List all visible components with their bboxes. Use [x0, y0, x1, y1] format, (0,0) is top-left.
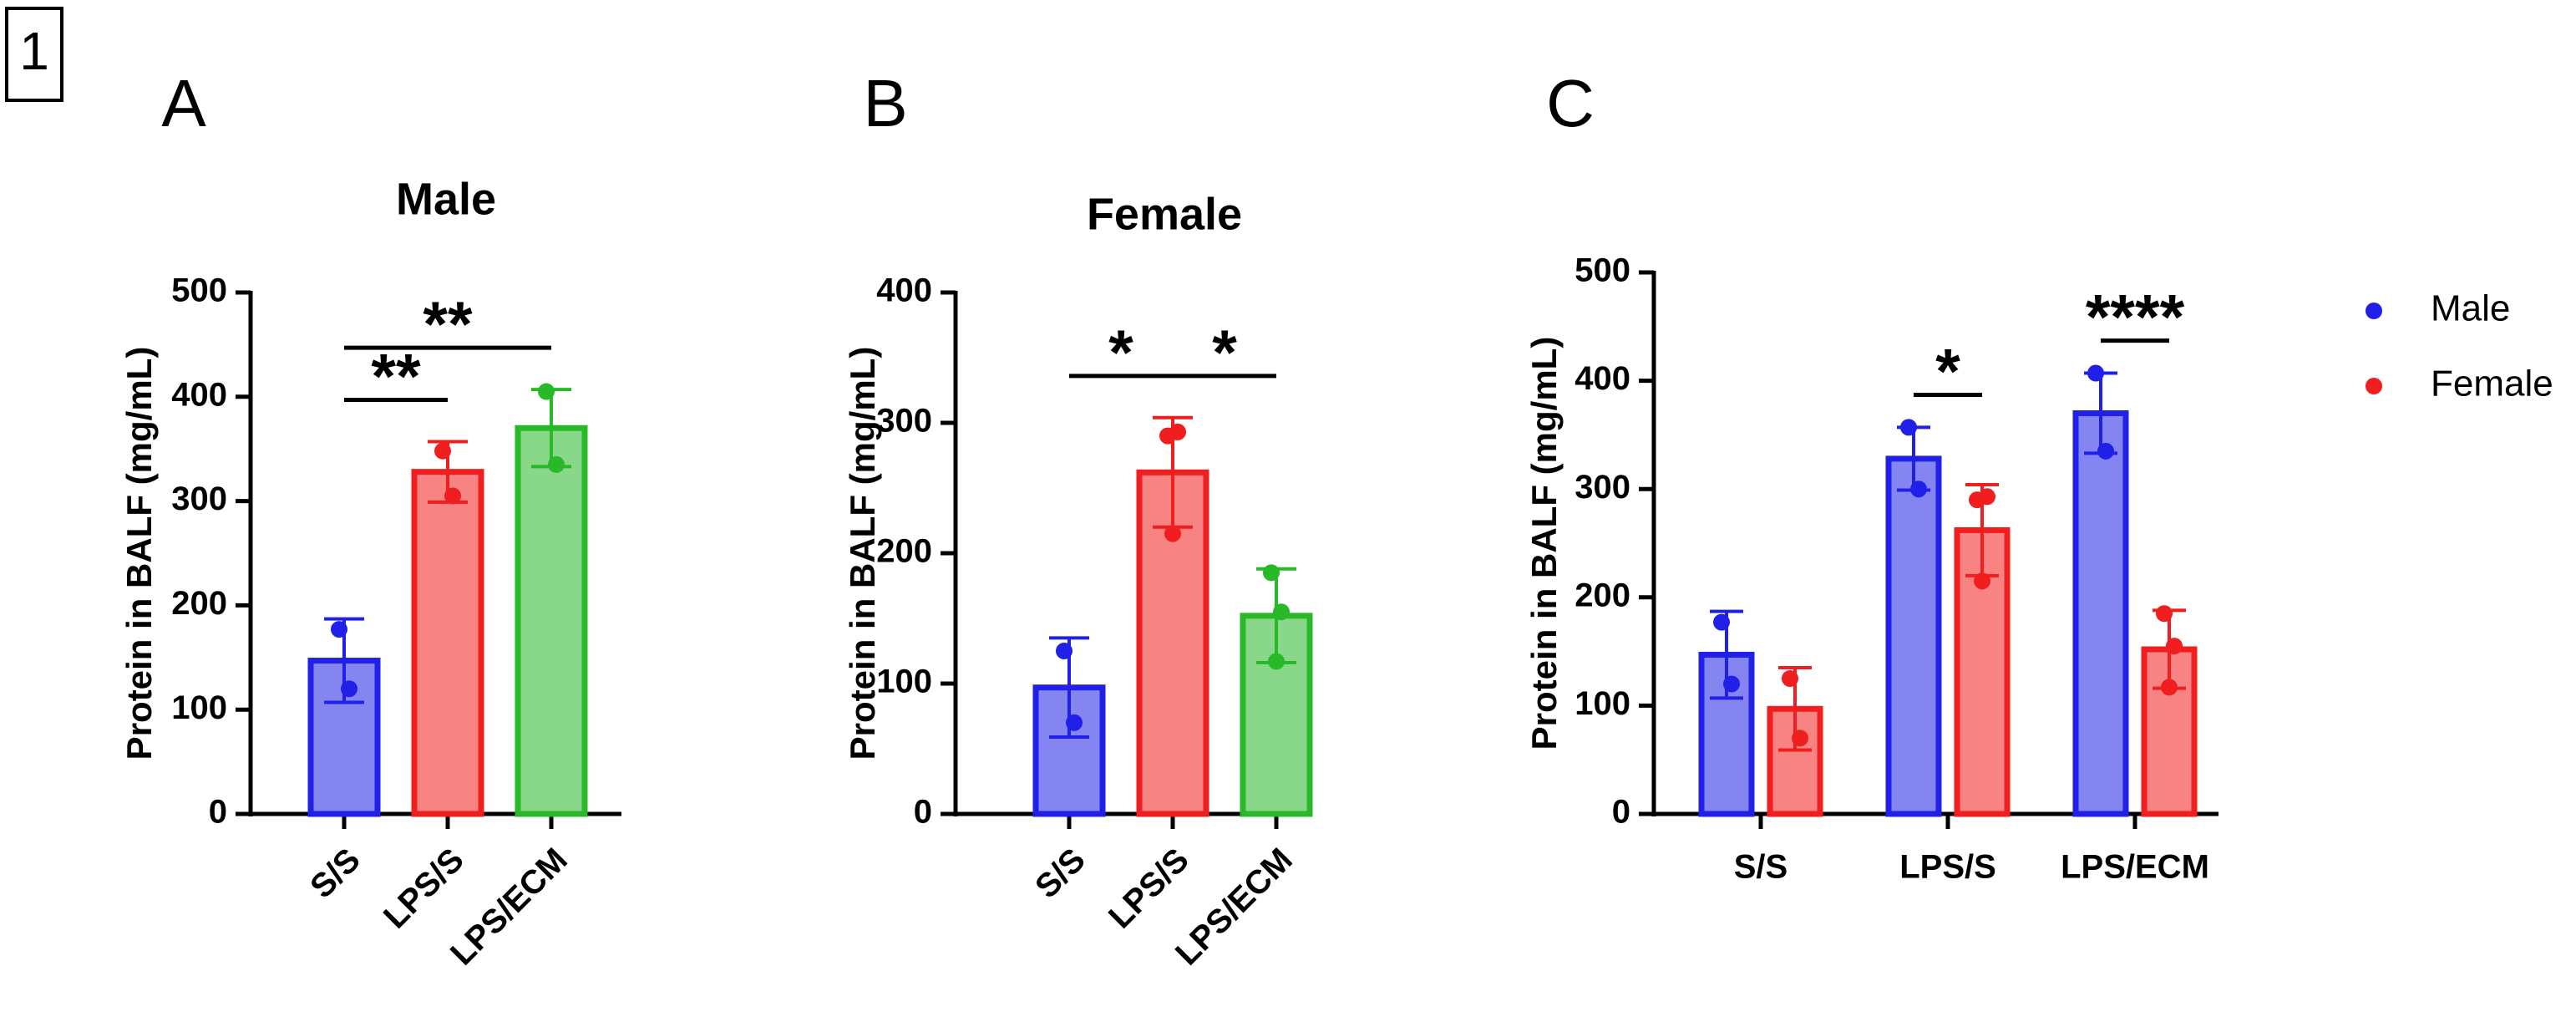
x-tick-label: LPS/S [1102, 842, 1196, 936]
y-tick-label: 500 [1575, 252, 1630, 289]
x-tick-label: S/S [1734, 849, 1787, 886]
data-point [1900, 419, 1917, 436]
data-point [1723, 675, 1740, 693]
y-tick-label: 200 [171, 585, 227, 622]
panel-letter: A [161, 66, 206, 140]
y-tick-label: 500 [171, 272, 227, 309]
x-tick-label: S/S [1028, 842, 1093, 906]
x-tick-label: LPS/S [377, 842, 471, 936]
significance-label: * [1212, 318, 1237, 389]
y-tick-label: 200 [876, 533, 932, 570]
y-tick-label: 200 [1575, 577, 1630, 613]
data-point [341, 680, 357, 698]
y-tick-label: 300 [876, 403, 932, 440]
bar [2072, 409, 2129, 817]
data-point [2087, 364, 2104, 382]
data-point [1974, 572, 1990, 590]
data-point [1056, 643, 1072, 659]
data-point [538, 383, 555, 400]
x-tick-label: LPS/ECM [2061, 849, 2209, 886]
data-point [331, 621, 347, 638]
y-axis-label: Protein in BALF (mg/mL) [843, 347, 882, 760]
significance-label: ** [423, 289, 473, 360]
y-tick-label: 100 [1575, 685, 1630, 722]
x-tick-label: LPS/S [1899, 849, 1996, 886]
legend-label: Female [2431, 364, 2553, 404]
data-point [1273, 603, 1290, 621]
figure-number: 1 [19, 21, 49, 81]
y-tick-label: 400 [876, 272, 932, 309]
data-point [1066, 714, 1083, 731]
data-point [1713, 613, 1730, 631]
data-point [2161, 679, 2178, 696]
data-point [1169, 423, 1186, 440]
y-tick-label: 400 [1575, 360, 1630, 397]
significance-label: * [1935, 337, 1960, 408]
data-point [444, 487, 461, 505]
figure-number-box [5, 7, 63, 102]
y-tick-label: 0 [209, 794, 227, 831]
data-point [1268, 653, 1285, 670]
bar [411, 469, 484, 817]
chart-title: Male [396, 174, 496, 224]
y-axis-label: Protein in BALF (mg/mL) [119, 347, 159, 760]
y-tick-label: 300 [171, 481, 227, 517]
panel-letter: C [1546, 66, 1595, 140]
x-tick-label: S/S [303, 842, 368, 906]
y-tick-label: 100 [876, 664, 932, 700]
chart-title: Female [1087, 189, 1242, 239]
bar [1136, 469, 1209, 817]
y-tick-label: 0 [1612, 794, 1630, 831]
y-tick-label: 0 [914, 794, 932, 831]
y-axis-label: Protein in BALF (mg/mL) [1524, 337, 1564, 750]
legend-marker [2366, 303, 2382, 319]
data-point [2166, 638, 2183, 655]
significance-label: ** [371, 342, 421, 413]
y-tick-label: 100 [171, 689, 227, 726]
data-point [2097, 442, 2114, 460]
y-tick-label: 400 [171, 376, 227, 413]
data-point [1979, 488, 1995, 506]
panel-letter: B [863, 66, 907, 140]
data-point [2156, 605, 2173, 623]
data-point [548, 455, 565, 473]
data-point [1164, 525, 1181, 542]
bar [1885, 455, 1942, 817]
significance-label: * [1108, 318, 1133, 389]
y-tick-label: 300 [1575, 469, 1630, 506]
legend-label: Male [2431, 288, 2510, 329]
significance-label: **** [2086, 282, 2185, 353]
data-point [1263, 564, 1280, 582]
data-point [434, 442, 451, 460]
bar [1954, 526, 2011, 817]
data-point [1782, 670, 1798, 687]
bar [515, 425, 588, 817]
data-point [1792, 730, 1808, 747]
data-point [1910, 481, 1927, 498]
legend-marker [2366, 378, 2382, 394]
